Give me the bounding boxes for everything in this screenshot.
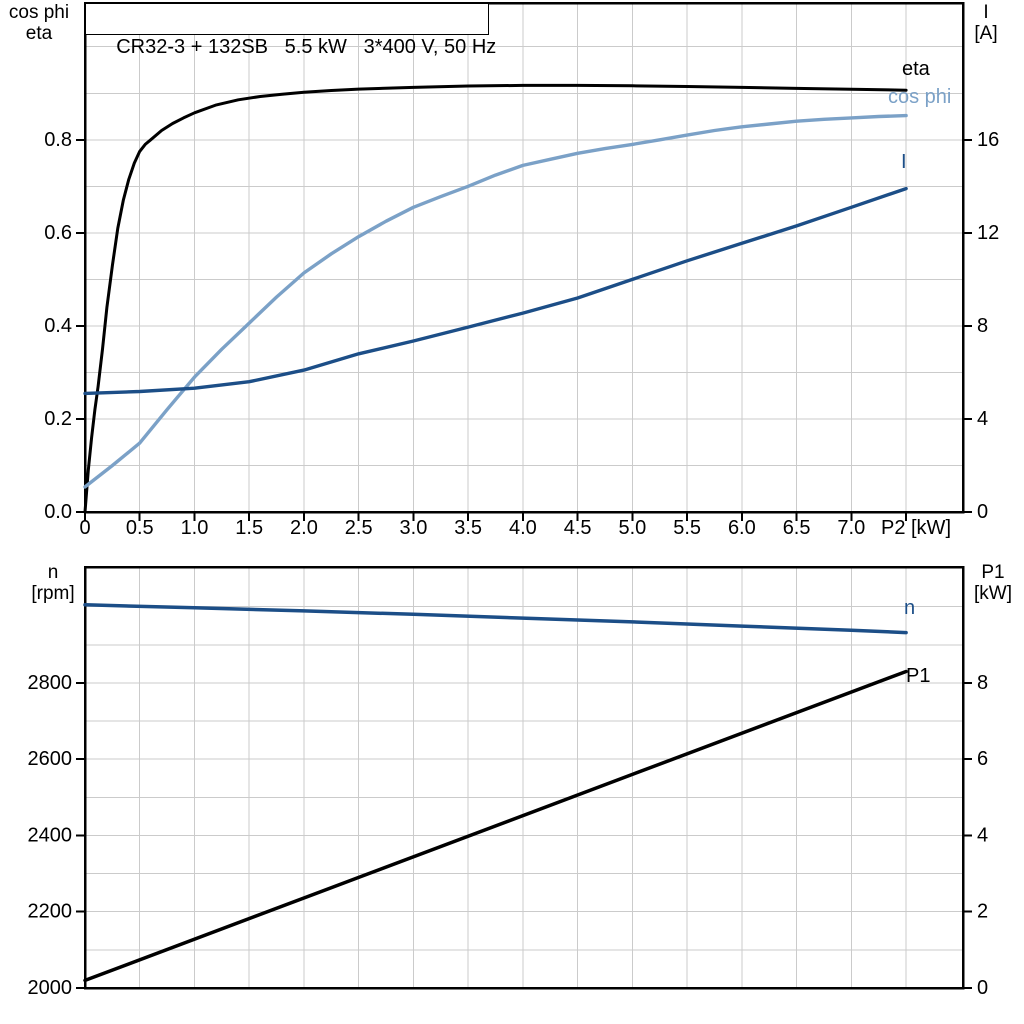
axis-label-p1: P1: [981, 562, 1005, 583]
tick-label-y-right: 4: [977, 408, 988, 430]
axis-ticks: 0.0 0.2 0.4 0.6 0.8 0 4 8 12 16 0 0.5 1.0 1.5 2.0 2.5 3.…: [44, 129, 999, 539]
tick-label-y-left: 0.0: [44, 501, 72, 523]
axis-label-speed: n [rpm]: [14, 562, 92, 604]
axis-label-i: I: [983, 2, 989, 23]
tick-label-y-right: 16: [977, 129, 999, 151]
tick-label-y-left: 2600: [28, 748, 73, 770]
curve-label-cosphi: cos phi: [888, 86, 952, 108]
plot-frame: [83, 565, 965, 990]
curves: [83, 603, 908, 983]
tick-label-x: 3.0: [400, 517, 428, 539]
x-axis-unit-label: P2 [kW]: [881, 517, 951, 539]
series-cos-phi: [83, 113, 908, 489]
tick-label-y-right: 8: [977, 672, 988, 694]
tick-label-x: 6.5: [783, 517, 811, 539]
tick-label-y-right: 8: [977, 315, 988, 337]
tick-label-y-left: 2800: [28, 672, 73, 694]
tick-label-y-right: 4: [977, 824, 988, 846]
tick-label-y-left: 0.6: [44, 222, 72, 244]
series-P1: [83, 669, 908, 983]
curves: [83, 83, 908, 514]
tick-label-y-left: 2200: [28, 901, 73, 923]
tick-label-y-left: 0.4: [44, 315, 72, 337]
tick-label-x: 4.0: [509, 517, 537, 539]
gridlines: [85, 567, 963, 988]
tick-label-x: 4.5: [564, 517, 592, 539]
tick-label-x: 5.0: [618, 517, 646, 539]
tick-label-y-right: 0: [977, 501, 988, 523]
tick-label-y-left: 2400: [28, 824, 73, 846]
tick-label-x: 5.5: [673, 517, 701, 539]
plot-frame: [83, 1, 965, 514]
tick-label-x: 3.5: [454, 517, 482, 539]
chart-speed-inputpower: 2000 2200 2400 2600 2800 0 2 4 6 8: [28, 565, 989, 999]
axis-label-n-unit: [rpm]: [31, 583, 75, 604]
axis-label-inputpower: P1 [kW]: [962, 562, 1024, 604]
tick-label-x: 2.0: [290, 517, 318, 539]
axis-label-eta: eta: [25, 23, 53, 44]
axis-label-i-unit: [A]: [974, 23, 998, 44]
chart-title: CR32-3 + 132SB 5.5 kW 3*400 V, 50 Hz: [116, 36, 497, 58]
axis-label-n: n: [47, 562, 59, 583]
axis-label-cosphi: cos phi: [8, 2, 70, 23]
tick-label-x: 2.5: [345, 517, 373, 539]
tick-label-y-right: 12: [977, 222, 999, 244]
curve-label-eta: eta: [902, 58, 930, 80]
tick-label-y-right: 2: [977, 901, 988, 923]
tick-label-x: 0: [79, 517, 90, 539]
curve-label-i: I: [901, 151, 907, 173]
gridlines: [85, 3, 963, 512]
curve-label-p1: P1: [906, 665, 931, 687]
tick-label-y-right: 6: [977, 748, 988, 770]
tick-label-x: 1.0: [181, 517, 209, 539]
tick-label-y-left: 2000: [28, 977, 73, 999]
series-I: [83, 186, 908, 396]
chart-motor-efficiency-cosphi-current: 0.0 0.2 0.4 0.6 0.8 0 4 8 12 16 0 0.5 1.0 1.5 2.0 2.5 3.…: [44, 1, 999, 539]
tick-label-y-right: 0: [977, 977, 988, 999]
tick-label-x: 1.5: [235, 517, 263, 539]
axis-label-current: I [A]: [956, 2, 1016, 44]
chart-title-box: CR32-3 + 132SB 5.5 kW 3*400 V, 50 Hz: [85, 3, 496, 58]
axis-ticks: 2000 2200 2400 2600 2800 0 2 4 6 8: [28, 672, 989, 999]
axis-label-p1-unit: [kW]: [974, 583, 1012, 604]
curve-label-n: n: [904, 597, 916, 619]
tick-label-x: 6.0: [728, 517, 756, 539]
series-eta: [83, 83, 908, 514]
tick-label-x: 7.0: [837, 517, 865, 539]
series-n: [83, 603, 908, 635]
tick-label-y-left: 0.8: [44, 129, 72, 151]
tick-label-y-left: 0.2: [44, 408, 72, 430]
axis-label-cosphi-eta: cos phi eta: [0, 2, 78, 44]
tick-label-x: 0.5: [126, 517, 154, 539]
